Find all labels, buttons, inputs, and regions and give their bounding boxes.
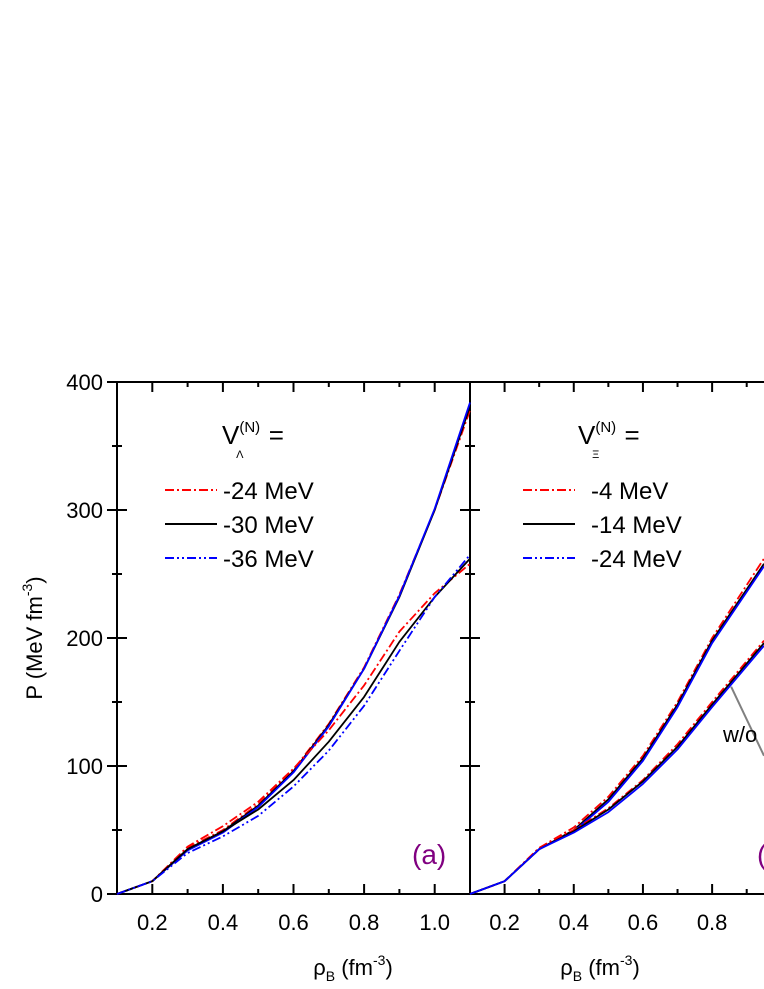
ylabel-superscript: -3 [19, 583, 35, 596]
legend-title-equals: = [262, 420, 284, 450]
panel-b-series-upper-2 [469, 565, 764, 895]
xlabel-subscript: B [573, 968, 582, 984]
panel-b-legend-title: V(N) Ξ = [578, 419, 640, 461]
legend-title-subscript: Ξ [592, 449, 599, 461]
panel-a-ytick-label: 300 [66, 498, 103, 523]
panel-a-series-lower-4 [116, 557, 471, 895]
legend-title-equals: = [617, 420, 639, 450]
panel-b-series-lower-5 [469, 645, 764, 895]
legend-title-subscript: Λ [236, 449, 244, 461]
xlabel-close: ) [385, 955, 392, 980]
panel-b-legend-label-0: -4 MeV [591, 478, 668, 505]
panel-a-xtick-label: 0.8 [349, 910, 380, 935]
panel-b-series-lower-3 [469, 640, 764, 895]
panel-a-xtick-label: 0.4 [208, 910, 239, 935]
legend-title-superscript: (N) [595, 419, 616, 436]
panel-a-legend-title: V(N) Λ = [222, 419, 284, 461]
xlabel-unit: (fm [335, 955, 373, 980]
panel-a-series-lower-3 [116, 563, 471, 895]
panel-a-label: (a) [412, 839, 446, 870]
panel-b-xtick-label: 0.6 [628, 910, 659, 935]
xlabel-subscript: B [326, 968, 335, 984]
panel-a-series-upper-2 [116, 402, 471, 895]
panel-b-legend-label-2: -24 MeV [591, 546, 682, 573]
annotation-pointer [730, 686, 764, 757]
panel-b-series-lower-4 [469, 642, 764, 895]
panel-b-xtick-label: 0.2 [489, 910, 520, 935]
panel-a-xlabel: ρB (fm-3) [313, 952, 393, 984]
xlabel-close: ) [632, 955, 639, 980]
legend-title-superscript: (N) [239, 419, 260, 436]
panel-a-ytick-label: 100 [66, 754, 103, 779]
xlabel-superscript: -3 [373, 952, 386, 968]
panel-a-ytick-label: 400 [66, 370, 103, 395]
panel-b-xlabel: ρB (fm-3) [560, 952, 640, 984]
axes-layer [107, 381, 764, 895]
ylabel-close: ) [22, 576, 47, 583]
panel-a-xtick-label: 0.2 [137, 910, 168, 935]
panel-b-label: ( [757, 839, 764, 870]
panel-a-series-lower-5 [116, 554, 471, 895]
panel-b-series-upper-1 [469, 563, 764, 895]
panel-b-legend-label-1: -14 MeV [591, 512, 682, 539]
panel-b-xtick-label: 0.4 [558, 910, 589, 935]
panel-b-series-upper-0 [469, 558, 764, 895]
panel-a-ytick-label: 200 [66, 626, 103, 651]
panel-a-xtick-label: 0.6 [278, 910, 309, 935]
xlabel-unit: (fm [582, 955, 620, 980]
panel-a-legend-label-1: -30 MeV [223, 512, 314, 539]
annotation-label: w/o [722, 722, 757, 747]
panel-a-legend-label-2: -36 MeV [223, 546, 314, 573]
xlabel-superscript: -3 [620, 952, 633, 968]
panel-a-ytick-label: 0 [91, 882, 103, 907]
data-layer [116, 402, 764, 895]
y-axis-label: P (MeV fm-3) [19, 576, 47, 699]
panel-a-xtick-label: 1.0 [419, 910, 450, 935]
panel-a-legend-label-0: -24 MeV [223, 478, 314, 505]
panel-b-xtick-label: 0.8 [697, 910, 728, 935]
